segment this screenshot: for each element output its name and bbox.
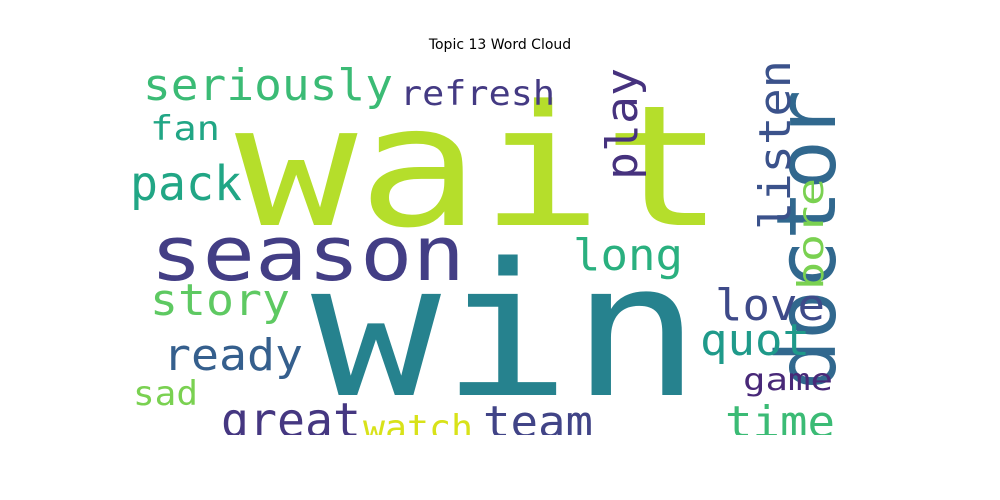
word-play: play <box>597 68 648 180</box>
word-ready: ready <box>163 330 303 381</box>
word-doctor: doctor <box>760 90 855 390</box>
word-long: long <box>573 230 683 281</box>
word-wait: wait <box>235 69 725 265</box>
word-sad: sad <box>133 374 198 414</box>
word-watch: watch <box>363 408 473 435</box>
word-game: game <box>743 363 833 398</box>
chart-title: Topic 13 Word Cloud <box>428 37 572 53</box>
word-bore: bore <box>791 178 832 290</box>
word-listen: listen <box>750 60 801 230</box>
word-great: great <box>221 393 361 435</box>
word-seriously: seriously <box>143 60 393 111</box>
word-love: love <box>715 280 825 331</box>
word-story: story <box>150 275 290 326</box>
word-team: team <box>483 397 593 435</box>
word-refresh: refresh <box>400 74 555 114</box>
word-season: season <box>150 209 465 298</box>
word-time: time <box>725 397 835 435</box>
word-quot: quot <box>700 315 810 366</box>
word-fan: fan <box>150 109 220 149</box>
word-pack: pack <box>130 156 242 212</box>
word-win: win <box>311 223 701 435</box>
